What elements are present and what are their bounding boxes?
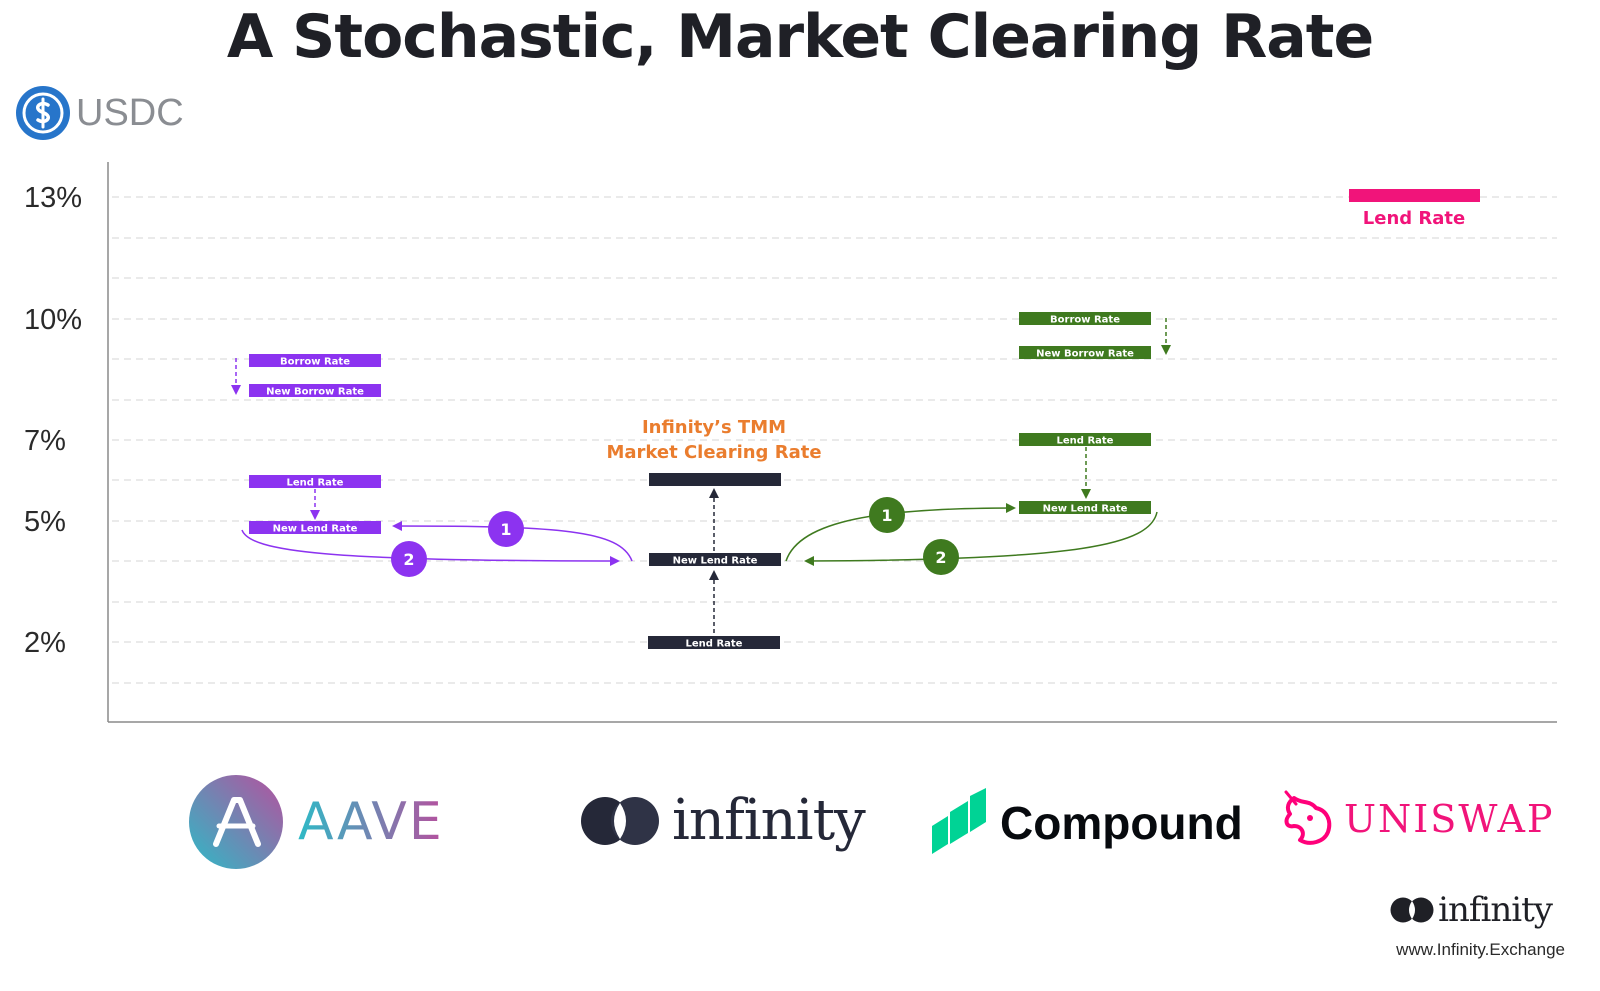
aave-step1-arrow [392,521,633,562]
rate-diagram: 13% 10% 7% 5% 2% Borrow Rate New Borrow … [24,162,1557,723]
aave-ghost-icon [189,775,283,869]
unicorn-icon [1284,790,1332,845]
aave-step2-number: 2 [403,550,414,569]
compound-step1-badge [869,497,905,533]
compound-lend-rate-label: Lend Rate [1057,436,1114,447]
aave-step2-badge [391,541,427,577]
compound-lend-rate-bar [1019,433,1151,446]
uniswap-lend-rate-bar [1349,189,1480,202]
page-title: A Stochastic, Market Clearing Rate [226,2,1374,72]
compound-step1-number: 1 [881,506,892,525]
aave-logo: AAVE [188,774,444,870]
aave-lend-rate-label: Lend Rate [287,478,344,489]
infinity-logo: infinity [580,788,866,853]
uniswap-group: Lend Rate [1349,189,1480,229]
footer-brand-wordmark: infinity [1438,890,1553,930]
tmm-new-lend-rate-bar [649,553,781,566]
compound-borrow-rate-label: Borrow Rate [1050,315,1120,326]
usdc-dollar-icon [16,86,70,140]
aave-step1-number: 1 [500,520,511,539]
gridlines [112,196,1557,684]
compound-new-borrow-rate-label: New Borrow Rate [1036,349,1134,360]
compound-step2-badge [923,539,959,575]
y-tick-label: 10% [24,304,82,336]
tmm-title-line1: Infinity’s TMM [642,417,786,438]
tmm-new-lend-rate-label: New Lend Rate [673,556,758,567]
footer-url[interactable]: www.Infinity.Exchange [1396,940,1565,959]
aave-lend-rate-bar [249,475,381,488]
uniswap-wordmark: UNISWAP [1344,797,1555,841]
infinity-rings-icon [581,796,659,845]
y-tick-label: 2% [24,627,66,659]
aave-wordmark: AAVE [298,792,444,852]
aave-step1-badge [488,511,524,547]
y-tick-label: 5% [24,506,66,538]
aave-new-borrow-rate-bar [249,384,381,397]
compound-logo: Compound [930,788,1243,858]
aave-new-lend-rate-label: New Lend Rate [273,524,358,535]
asset-label: USDC [76,91,184,134]
compound-new-borrow-rate-bar [1019,346,1151,359]
infinity-rings-icon [1390,897,1434,923]
tmm-clearing-rate-bar [649,473,781,486]
footer-brand: infinity [1390,890,1553,930]
aave-borrow-rate-label: Borrow Rate [280,357,350,368]
compound-borrow-rate-bar [1019,312,1151,325]
uniswap-logo: UNISWAP [1280,790,1555,848]
y-tick-label: 7% [24,425,66,457]
aave-step2-arrow [241,529,620,566]
aave-new-borrow-rate-label: New Borrow Rate [266,387,364,398]
compound-wordmark: Compound [1000,797,1243,849]
compound-step2-arrow [804,511,1158,566]
tmm-lend-rate-bar [648,636,780,649]
compound-step2-number: 2 [935,548,946,567]
compound-blocks-icon [932,788,986,854]
compound-new-lend-rate-label: New Lend Rate [1043,504,1128,515]
aave-group: Borrow Rate New Borrow Rate Lend Rate Ne… [231,354,633,577]
infinity-tmm-group: Infinity’s TMM Market Clearing Rate New … [606,417,821,650]
y-tick-label: 13% [24,182,82,214]
infinity-wordmark: infinity [672,788,866,853]
compound-new-lend-rate-bar [1019,501,1151,514]
aave-borrow-rate-bar [249,354,381,367]
compound-group: Borrow Rate New Borrow Rate Lend Rate Ne… [785,312,1171,575]
usdc-badge: USDC [14,84,184,142]
uniswap-lend-rate-label: Lend Rate [1363,208,1465,229]
aave-new-lend-rate-bar [249,521,381,534]
tmm-lend-rate-label: Lend Rate [686,639,743,650]
compound-step1-arrow [785,503,1016,562]
tmm-title-line2: Market Clearing Rate [606,442,821,463]
